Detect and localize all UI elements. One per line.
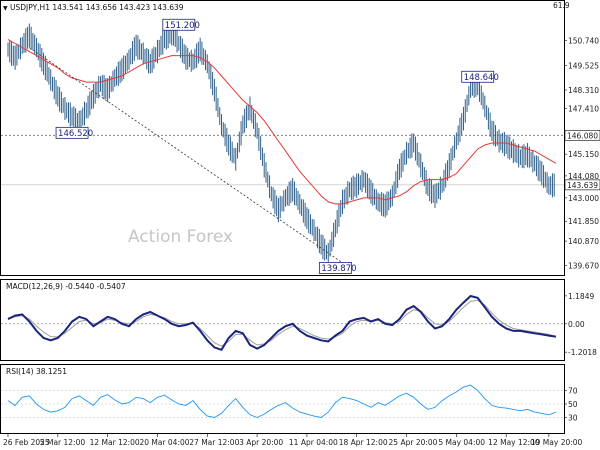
macd-tick-label: 1.1849: [568, 292, 594, 301]
chart-header: USDJPY,H1 143.541 143.656 143.423 143.63…: [10, 3, 184, 12]
x-tick-label: 19 May 20:00: [531, 438, 583, 447]
price-tick-label: 148.310: [568, 86, 599, 95]
price-tick-label: 139.670: [568, 261, 599, 270]
header-arrow-icon: ▼: [3, 5, 8, 12]
x-tick-label: 18 Apr 12:00: [339, 438, 388, 447]
price-tag-label: 146.520: [58, 129, 93, 139]
price-tag-box: [461, 70, 495, 83]
price-tag-label: 148.640: [464, 73, 499, 83]
macd-label: MACD(12,26,9) -0.5440 -0.5407: [6, 282, 126, 291]
rsi-label: RSI(14) 38.1251: [6, 367, 67, 376]
rsi-tick-label: 30: [568, 414, 578, 423]
price-hline-label: 146.080: [567, 131, 598, 140]
price-tag-box: [162, 18, 196, 31]
price-tag-label: 139.870: [321, 264, 356, 274]
price-tick-label: 144.080: [568, 172, 599, 181]
price-tag-box: [55, 126, 89, 139]
moving-average-line: [7, 38, 557, 205]
x-tick-label: 25 Apr 20:00: [389, 438, 438, 447]
price-tag-box: [318, 262, 352, 274]
price-tick-label: 150.740: [568, 37, 599, 46]
x-tick-label: 5 May 04:00: [438, 438, 485, 447]
macd-main-line: [7, 294, 557, 352]
trend-line: [29, 47, 343, 264]
rsi-tick-label: 50: [568, 400, 578, 409]
macd-tick-label: -1.2018: [568, 348, 597, 357]
macd-panel-frame: [0, 279, 565, 361]
watermark: Action Forex: [128, 227, 233, 247]
price-tick-label: 140.870: [568, 237, 599, 246]
rsi-panel-frame: [0, 364, 565, 434]
x-tick-label: 12 May 12:00: [488, 438, 540, 447]
price-tag-label: 151.200: [165, 21, 200, 31]
rsi-line: [7, 384, 557, 418]
rsi-tick-label: 70: [568, 387, 578, 396]
x-tick-label: 5 Mar 12:00: [40, 438, 86, 447]
price-tick-label: 149.525: [568, 61, 599, 70]
x-tick-label: 26 Feb 2025: [3, 438, 50, 447]
macd-tick-label: 0.00: [568, 320, 585, 329]
price-hline-box: [564, 179, 600, 191]
x-tick-label: 3 Apr 20:00: [239, 438, 283, 447]
price-hline-box: [564, 129, 600, 141]
x-tick-label: 12 Mar 12:00: [90, 438, 140, 447]
x-tick-label: 20 Mar 04:00: [139, 438, 189, 447]
price-tick-label: 147.410: [568, 104, 599, 113]
price-tick-label: 143.000: [568, 194, 599, 203]
price-panel-frame: [0, 0, 565, 276]
price-tick-label: 141.850: [568, 217, 599, 226]
x-tick-label: 11 Apr 04:00: [289, 438, 338, 447]
price-tick-label: 145.150: [568, 150, 599, 159]
x-tick-label: 27 Mar 12:00: [189, 438, 239, 447]
price-hline-label: 143.639: [567, 181, 598, 190]
price-top-value: 61.9: [553, 1, 570, 10]
